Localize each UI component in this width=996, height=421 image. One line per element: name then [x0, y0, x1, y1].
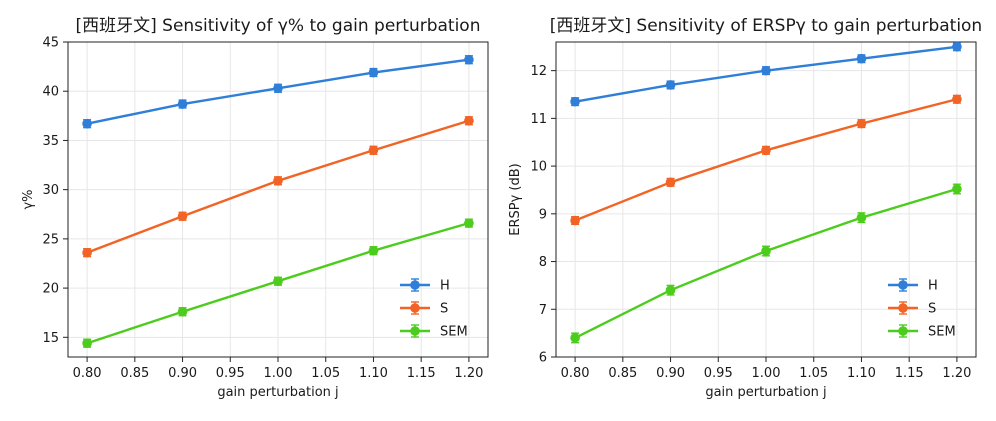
data-point	[570, 96, 580, 107]
data-point	[368, 245, 379, 256]
legend-item-h: H	[400, 278, 450, 294]
x-tick-label: 1.10	[359, 366, 388, 381]
data-point	[665, 285, 676, 295]
x-tick-label: 0.90	[168, 366, 197, 381]
data-point	[761, 246, 771, 256]
data-point	[273, 83, 283, 94]
legend-label: S	[440, 302, 448, 317]
y-axis-label: γ%	[21, 189, 36, 209]
series-s	[82, 115, 474, 258]
y-tick-label: 9	[539, 207, 547, 222]
chart-panel-2: 0.80 0.85 0.90 0.95 1.00 1.05 1.10 1.15 1.20 6 7 8 9…	[508, 16, 982, 400]
x-tick-label: 0.95	[704, 366, 733, 381]
data-point	[273, 276, 283, 287]
chart-title: [西班牙文] Sensitivity of ERSPγ to gain pert…	[550, 16, 982, 36]
series-sem	[82, 218, 474, 349]
data-point	[952, 41, 962, 52]
legend-label: S	[928, 302, 936, 317]
legend: HS SEM	[400, 278, 468, 340]
y-tick-label: 10	[530, 160, 547, 175]
x-axis-label: gain perturbation j	[217, 385, 338, 400]
data-point	[464, 115, 474, 126]
data-point	[952, 94, 962, 105]
series-h	[570, 41, 962, 107]
data-point	[665, 80, 676, 90]
x-tick-label: 1.05	[799, 366, 828, 381]
y-tick-label: 30	[42, 183, 59, 198]
legend-item-sem: SEM	[888, 324, 956, 340]
data-point	[273, 175, 283, 186]
legend-label: SEM	[928, 325, 956, 340]
x-axis-label: gain perturbation j	[705, 385, 826, 400]
chart-panel-1: 0.80 0.85 0.90 0.95 1.00 1.05 1.10 1.15 1.20 15 20…	[21, 16, 489, 400]
y-tick-label: 7	[539, 303, 547, 318]
y-axis-label: ERSPγ (dB)	[508, 163, 523, 235]
data-point	[952, 184, 962, 194]
legend-item-s: S	[888, 301, 936, 317]
x-tick-label: 0.85	[608, 366, 637, 381]
x-tick-label: 0.85	[120, 366, 149, 381]
x-tick-label: 1.15	[407, 366, 436, 381]
legend-marker	[898, 326, 908, 336]
data-point	[570, 333, 580, 343]
x-tick-label: 1.20	[942, 366, 971, 381]
y-tick-label: 25	[42, 232, 59, 247]
legend-marker	[410, 280, 420, 290]
data-point	[177, 306, 188, 317]
legend-marker	[898, 280, 908, 290]
x-tick-label: 1.10	[847, 366, 876, 381]
x-tick-label: 1.05	[311, 366, 340, 381]
data-point	[856, 212, 867, 223]
series-sem	[570, 183, 962, 344]
x-tick-label: 1.00	[752, 366, 781, 381]
legend-marker	[898, 303, 908, 313]
legend-item-s: S	[400, 301, 448, 317]
data-point	[856, 53, 867, 64]
data-point	[761, 65, 771, 76]
data-point	[464, 218, 474, 228]
data-point	[82, 338, 92, 349]
data-point	[82, 247, 92, 258]
data-point	[464, 54, 474, 65]
y-tick-label: 12	[530, 64, 547, 79]
y-tick-label: 8	[539, 255, 547, 270]
series-s	[570, 94, 962, 226]
legend-label: SEM	[440, 325, 468, 340]
data-point	[368, 67, 379, 78]
data-point	[82, 118, 92, 129]
data-point	[177, 211, 188, 222]
data-point	[761, 145, 771, 156]
data-point	[665, 177, 676, 188]
legend-marker	[410, 303, 420, 313]
legend-item-sem: SEM	[400, 324, 468, 340]
x-tick-label: 0.90	[656, 366, 685, 381]
series-h	[82, 54, 474, 129]
x-tick-label: 1.15	[895, 366, 924, 381]
y-tick-label: 15	[42, 331, 59, 346]
x-tick-label: 0.80	[561, 366, 590, 381]
data-point	[570, 215, 580, 226]
data-point	[368, 145, 379, 156]
x-tick-label: 1.20	[454, 366, 483, 381]
legend-marker	[410, 326, 420, 336]
y-tick-label: 45	[42, 36, 59, 51]
x-tick-label: 0.80	[73, 366, 102, 381]
y-tick-label: 35	[42, 134, 59, 149]
data-point	[177, 99, 188, 109]
legend-item-h: H	[888, 278, 938, 294]
y-tick-label: 11	[530, 112, 547, 127]
data-point	[856, 118, 867, 129]
legend-label: H	[440, 279, 450, 294]
x-tick-label: 0.95	[216, 366, 245, 381]
y-tick-label: 40	[42, 85, 59, 100]
y-tick-label: 6	[539, 351, 547, 366]
y-tick-label: 20	[42, 282, 59, 297]
chart-title: [西班牙文] Sensitivity of γ% to gain perturb…	[75, 16, 480, 36]
legend-label: H	[928, 279, 938, 294]
legend: HS SEM	[888, 278, 956, 340]
x-tick-label: 1.00	[264, 366, 293, 381]
